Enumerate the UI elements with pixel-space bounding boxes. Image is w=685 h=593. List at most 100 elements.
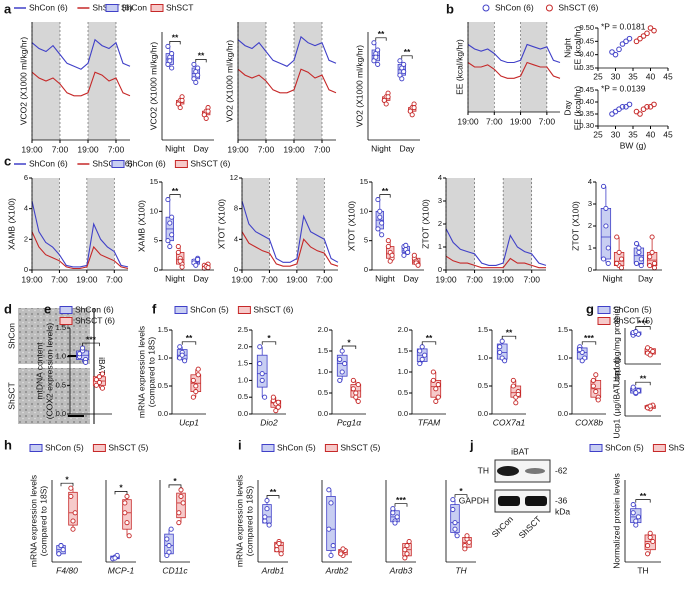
data-point <box>630 510 636 516</box>
significance: * <box>119 483 123 493</box>
data-point <box>411 252 417 258</box>
category-label: Night <box>165 143 185 153</box>
data-point <box>278 551 284 557</box>
y-tick-label: 1.5 <box>238 359 248 368</box>
y-tick-label: 3 <box>588 199 592 208</box>
band-label: TH <box>478 465 489 475</box>
y-tick-label: 1.0 <box>558 353 568 362</box>
y-tick-label: 1.0 <box>158 353 168 362</box>
data-point <box>179 352 185 358</box>
data-point <box>603 223 609 229</box>
panel-letter: c <box>4 153 11 168</box>
data-point <box>633 329 639 335</box>
data-point <box>605 260 611 266</box>
data-point <box>645 543 651 549</box>
legend-label: ShSCT <box>166 2 193 12</box>
data-point <box>650 348 656 354</box>
data-point <box>337 356 343 362</box>
data-point <box>264 497 270 504</box>
data-point <box>633 38 640 45</box>
legend-swatch <box>150 4 164 12</box>
x-tick-label: 19:00 <box>227 144 249 154</box>
y-axis-label: EE (kcal/hr) <box>572 86 582 131</box>
data-point <box>169 232 175 238</box>
y-axis-label: ZTOT (X100) <box>420 199 430 249</box>
data-point <box>645 551 651 557</box>
data-point <box>619 41 626 47</box>
data-point <box>397 58 403 64</box>
category-label: CD11c <box>162 565 188 575</box>
y-tick-label: 0.0 <box>318 409 328 418</box>
data-point <box>379 232 385 238</box>
data-point <box>176 520 182 526</box>
data-point <box>377 208 383 214</box>
data-point <box>462 546 468 552</box>
panel-letter: i <box>238 437 242 452</box>
data-point <box>603 205 609 211</box>
data-point <box>419 356 425 362</box>
data-point <box>590 377 596 383</box>
data-point <box>68 493 74 499</box>
significance-bracket <box>421 341 437 345</box>
panel-letter: f <box>152 301 157 316</box>
blot-band <box>525 468 545 474</box>
box <box>336 354 348 377</box>
legend-swatch <box>59 306 73 314</box>
blot-band <box>498 496 520 506</box>
legend-label: ShSCT (6) <box>75 315 115 325</box>
data-point <box>433 386 439 392</box>
data-point <box>403 242 409 248</box>
series-line <box>467 61 561 79</box>
panel-letter: d <box>4 301 12 316</box>
series-line <box>445 228 547 266</box>
data-point <box>193 79 199 85</box>
significance-bracket <box>60 482 74 487</box>
data-point <box>266 522 272 528</box>
data-point <box>330 543 336 549</box>
significance-bracket <box>379 194 391 198</box>
significance-bracket <box>401 55 413 59</box>
blot-frame <box>494 489 551 513</box>
category-label: COX7a1 <box>493 417 526 427</box>
significance: *** <box>396 495 407 505</box>
legend-label: ShCon (5) <box>605 442 644 452</box>
category-label: Night <box>375 273 395 283</box>
x-tick-label: 30 <box>611 129 621 139</box>
data-point <box>626 35 633 42</box>
data-point <box>56 551 62 557</box>
data-point <box>638 263 644 269</box>
legend-label: ShSCT (6) <box>558 2 598 12</box>
data-point <box>402 555 408 561</box>
legend-label: ShCon (6) <box>127 158 166 168</box>
data-point <box>326 526 332 532</box>
data-point <box>167 58 173 64</box>
category-label: Day <box>403 273 419 283</box>
dark-period <box>32 178 60 270</box>
y-axis-label: Ucp1 (µg/iBAT depot) <box>611 357 621 438</box>
blot-band <box>497 466 519 476</box>
significance-bracket <box>261 341 277 345</box>
data-point <box>165 197 171 203</box>
y-tick-label: 0.45 <box>579 36 594 45</box>
data-point <box>649 249 655 255</box>
y-axis-label: (COX2 expression levels) <box>44 323 54 420</box>
data-point <box>510 377 516 383</box>
data-point <box>435 382 441 388</box>
y-tick-label: 0 <box>438 265 442 274</box>
data-point <box>190 377 196 383</box>
data-point <box>430 377 436 383</box>
p-value: *P = 0.0139 <box>601 83 646 93</box>
legend-swatch <box>482 4 490 12</box>
data-point <box>350 377 356 383</box>
data-point <box>93 377 99 383</box>
significance-bracket <box>181 341 197 345</box>
significance-bracket <box>341 345 357 349</box>
y-axis-label: Day <box>562 100 572 116</box>
y-tick-label: 0.5 <box>318 388 328 397</box>
data-point <box>411 105 417 111</box>
data-point <box>401 252 407 258</box>
legend-swatch <box>237 306 251 314</box>
y-tick-label: 0 <box>234 265 238 274</box>
data-point <box>390 510 396 516</box>
series-line <box>31 38 131 70</box>
